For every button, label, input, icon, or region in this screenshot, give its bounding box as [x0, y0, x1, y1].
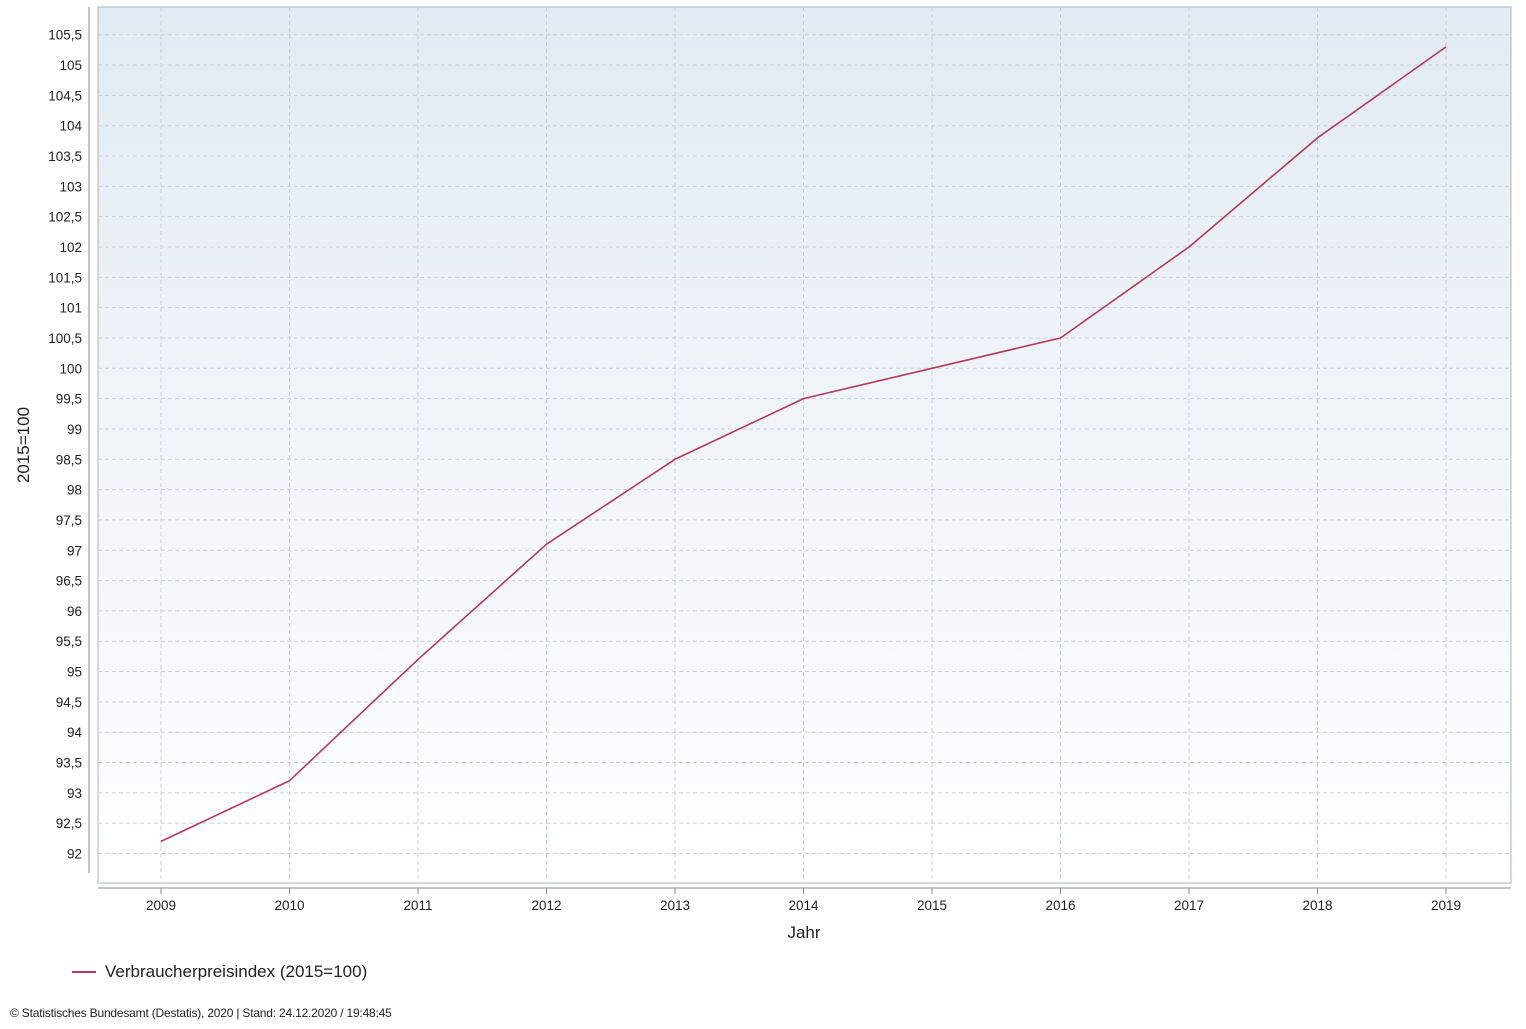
y-tick-label: 96 — [67, 604, 82, 619]
x-tick-label: 2014 — [788, 898, 819, 913]
y-tick-label: 104,5 — [48, 88, 82, 103]
y-tick-label: 98,5 — [56, 452, 82, 467]
series-lines — [160, 46, 1447, 843]
line-chart: 92 92,5 93 93,5 94 94,5 95 95,5 96 96,5 97 97,5 98 98… — [14, 6, 1512, 942]
y-tick-label: 105,5 — [48, 28, 82, 43]
y-axis-title: 2015=100 — [14, 407, 33, 483]
y-tick-label: 102,5 — [48, 210, 82, 225]
grid-lines — [98, 7, 1511, 883]
y-tick-label: 98 — [67, 483, 82, 498]
footer-copyright: © Statistisches Bundesamt (Destatis), 20… — [10, 1006, 392, 1020]
legend-label: Verbraucherpreisindex (2015=100) — [105, 962, 368, 981]
plot-area — [97, 6, 1512, 884]
y-tick-label: 96,5 — [56, 574, 82, 589]
x-tick-label: 2013 — [660, 898, 690, 913]
x-tick-label: 2019 — [1431, 898, 1461, 913]
y-tick-label: 97,5 — [56, 513, 82, 528]
y-tick-label: 100 — [59, 361, 82, 376]
x-tick-label: 2009 — [146, 898, 176, 913]
x-tick-label: 2018 — [1302, 898, 1332, 913]
y-tick-label: 95,5 — [56, 634, 82, 649]
y-tick-label: 94,5 — [56, 695, 82, 710]
x-tick-label: 2017 — [1174, 898, 1204, 913]
x-tick-label: 2012 — [531, 898, 561, 913]
y-tick-label: 104 — [59, 119, 82, 134]
x-axis-ticks: 2009 2010 2011 2012 2013 2014 2015 2016 2017 2018… — [146, 888, 1461, 913]
y-tick-label: 100,5 — [48, 331, 82, 346]
y-tick-label: 101,5 — [48, 270, 82, 285]
y-tick-label: 99 — [67, 422, 82, 437]
y-tick-label: 93,5 — [56, 756, 82, 771]
legend: Verbraucherpreisindex (2015=100) — [72, 960, 367, 984]
y-tick-label: 103,5 — [48, 149, 82, 164]
legend-line-swatch — [72, 971, 96, 973]
y-axis-ticks: 92 92,5 93 93,5 94 94,5 95 95,5 96 96,5 97 97,5 98 98… — [48, 28, 82, 862]
y-tick-label: 99,5 — [56, 392, 82, 407]
y-tick-label: 92 — [67, 847, 82, 862]
y-tick-label: 97 — [67, 543, 82, 558]
x-tick-label: 2010 — [274, 898, 304, 913]
x-tick-label: 2015 — [917, 898, 947, 913]
y-tick-label: 93 — [67, 786, 82, 801]
x-tick-label: 2016 — [1045, 898, 1075, 913]
x-tick-label: 2011 — [403, 898, 432, 913]
y-tick-label: 105 — [59, 58, 82, 73]
y-tick-label: 94 — [67, 725, 83, 740]
y-tick-label: 92,5 — [56, 816, 82, 831]
y-tick-label: 103 — [59, 179, 82, 194]
y-tick-label: 101 — [59, 301, 82, 316]
x-axis-title: Jahr — [787, 923, 820, 942]
y-tick-label: 95 — [67, 665, 82, 680]
y-tick-label: 102 — [59, 240, 82, 255]
